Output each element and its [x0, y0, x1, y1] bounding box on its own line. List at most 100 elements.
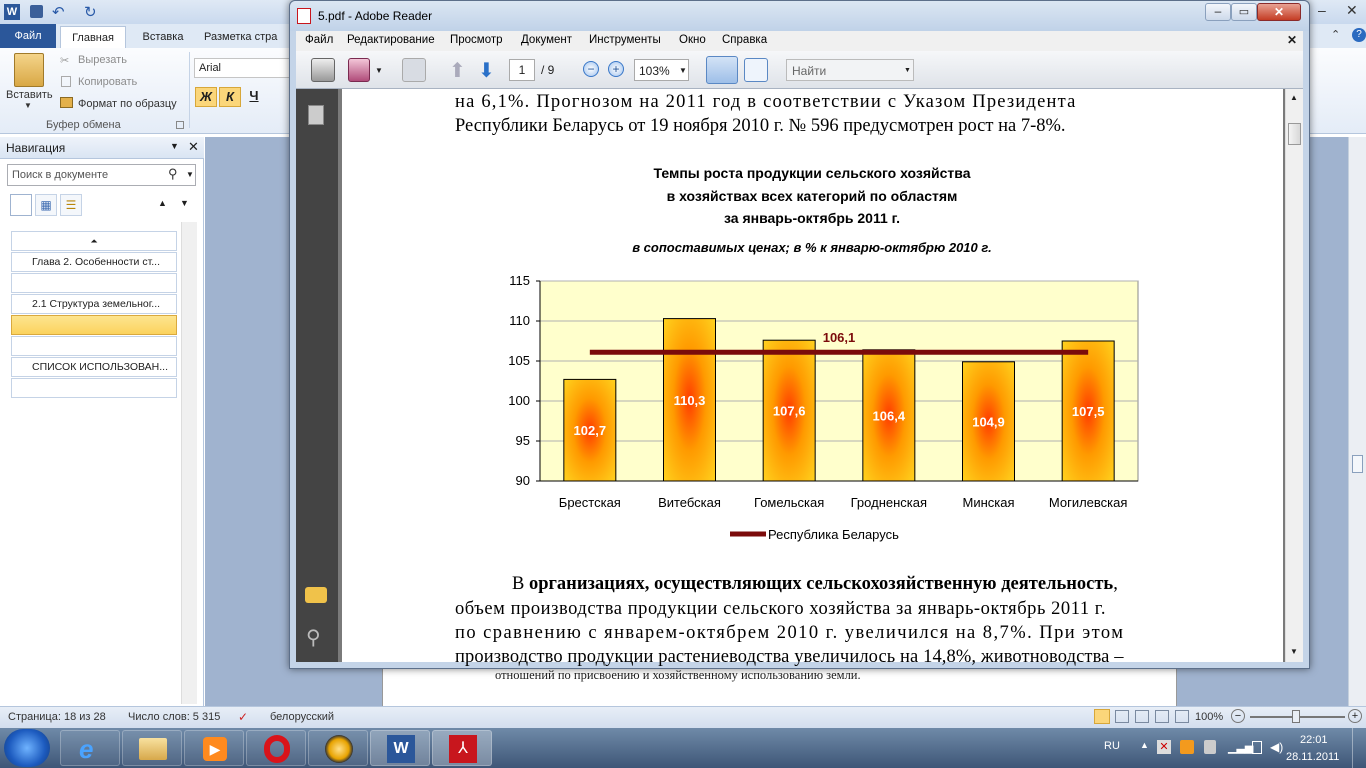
zoom-out-icon[interactable]: − — [1231, 709, 1245, 723]
taskbar-aimp-button[interactable] — [308, 730, 368, 766]
print-icon[interactable] — [311, 58, 335, 82]
help-icon[interactable]: ? — [1352, 28, 1366, 42]
format-painter-button[interactable]: Формат по образцу — [78, 98, 177, 110]
reader-scroll-thumb[interactable] — [1288, 123, 1301, 145]
web-view-icon[interactable] — [1135, 710, 1149, 723]
nav-close-icon[interactable]: ✕ — [188, 139, 199, 154]
nav-prev-icon[interactable]: ▲ — [158, 198, 167, 208]
save-icon[interactable] — [30, 5, 43, 18]
zoom-in-button[interactable]: + — [608, 61, 624, 77]
paste-icon[interactable] — [14, 53, 44, 87]
search-icon[interactable]: ⚲ — [168, 166, 178, 181]
menu-help[interactable]: Справка — [722, 34, 768, 46]
tab-home[interactable]: Главная — [60, 26, 126, 48]
status-page[interactable]: Страница: 18 из 28 — [8, 711, 106, 723]
copy-button[interactable]: Копировать — [78, 76, 138, 88]
nav-collapse-item[interactable]: ⏶ — [11, 231, 177, 251]
comments-panel-icon[interactable] — [305, 587, 327, 603]
reader-scroll-down-icon[interactable]: ▼ — [1290, 647, 1298, 656]
ribbon-collapse-icon[interactable]: ⌃ — [1331, 29, 1341, 41]
page-number-input[interactable]: 1 — [509, 59, 535, 81]
status-words[interactable]: Число слов: 5 315 — [128, 711, 221, 723]
nav-next-icon[interactable]: ▼ — [180, 198, 189, 208]
pages-panel-icon[interactable] — [308, 105, 324, 125]
pdf-file-icon[interactable] — [297, 8, 311, 24]
nav-search-input[interactable]: Поиск в документе ⚲ ▼ — [7, 164, 196, 186]
nav-scrollbar[interactable] — [181, 222, 197, 704]
reader-scrollbar[interactable]: ▲ ▼ — [1285, 89, 1303, 662]
reader-maximize-button[interactable]: ▭ — [1231, 3, 1257, 21]
word-app-icon[interactable]: W — [4, 4, 20, 20]
tray-pause-icon[interactable] — [1180, 740, 1194, 754]
italic-button[interactable]: К — [219, 87, 241, 107]
undo-icon[interactable]: ↶ — [52, 4, 65, 21]
document-scrollbar[interactable] — [1348, 137, 1366, 706]
tray-volume-icon[interactable]: ◀) — [1270, 740, 1284, 754]
tray-device-icon[interactable] — [1204, 740, 1216, 754]
nav-headings-tab[interactable] — [10, 194, 32, 216]
taskbar-word-button[interactable]: W — [370, 730, 430, 766]
font-name-field[interactable]: Arial — [194, 58, 290, 78]
draft-view-icon[interactable] — [1175, 710, 1189, 723]
paste-button[interactable]: Вставить — [6, 89, 53, 101]
bold-button[interactable]: Ж — [195, 87, 217, 107]
tray-time[interactable]: 22:01 — [1300, 734, 1328, 746]
clipboard-launcher-icon[interactable] — [176, 121, 184, 129]
share-dropdown-icon[interactable]: ▼ — [375, 66, 383, 75]
zoom-out-button[interactable]: − — [583, 61, 599, 77]
outline-view-icon[interactable] — [1155, 710, 1169, 723]
menu-close-doc-icon[interactable]: ✕ — [1287, 33, 1298, 47]
start-button[interactable] — [4, 729, 50, 767]
underline-button[interactable]: Ч — [249, 88, 259, 103]
taskbar-media-button[interactable]: ▶ — [184, 730, 244, 766]
next-page-icon[interactable]: ⬇ — [478, 60, 495, 82]
nav-options-icon[interactable]: ▼ — [170, 141, 179, 151]
minimize-icon[interactable]: – — [1318, 2, 1326, 18]
close-icon[interactable]: ✕ — [1346, 2, 1358, 18]
tab-layout[interactable]: Разметка стра — [204, 31, 278, 43]
scroll-mode-icon[interactable] — [706, 56, 738, 84]
proofing-icon[interactable]: ✓ — [238, 710, 249, 724]
prev-page-icon[interactable]: ⬆ — [449, 60, 466, 82]
nav-results-tab[interactable]: ☰ — [60, 194, 82, 216]
show-desktop-button[interactable] — [1352, 728, 1366, 768]
scroll-thumb[interactable] — [1352, 455, 1363, 473]
tray-power-icon[interactable] — [1252, 741, 1262, 754]
nav-heading-item-empty[interactable] — [11, 336, 177, 356]
find-input[interactable]: Найти ▼ — [786, 59, 914, 81]
taskbar-opera-button[interactable] — [246, 730, 306, 766]
menu-edit[interactable]: Редактирование — [347, 34, 435, 46]
status-language[interactable]: белорусский — [270, 711, 335, 723]
tab-insert[interactable]: Вставка — [142, 31, 184, 43]
tray-show-hidden-icon[interactable]: ▲ — [1140, 740, 1149, 750]
redo-icon[interactable]: ↻ — [84, 4, 97, 21]
zoom-slider-thumb[interactable] — [1292, 710, 1300, 723]
nav-pages-tab[interactable]: ▦ — [35, 194, 57, 216]
reader-scroll-up-icon[interactable]: ▲ — [1290, 93, 1298, 102]
tray-language[interactable]: RU — [1104, 740, 1120, 752]
zoom-level[interactable]: 100% — [1195, 711, 1224, 723]
menu-tools[interactable]: Инструменты — [589, 34, 661, 46]
reader-minimize-button[interactable]: – — [1205, 3, 1231, 21]
zoom-in-icon[interactable]: + — [1348, 709, 1362, 723]
reader-close-button[interactable]: ✕ — [1257, 3, 1301, 21]
tray-date[interactable]: 28.11.2011 — [1286, 751, 1340, 763]
menu-window[interactable]: Окно — [679, 34, 706, 46]
paste-dropdown-icon[interactable]: ▼ — [24, 101, 32, 110]
taskbar-explorer-button[interactable] — [122, 730, 182, 766]
nav-heading-item-empty[interactable] — [11, 273, 177, 293]
nav-heading-item[interactable]: СПИСОК ИСПОЛЬЗОВАН... — [11, 357, 177, 377]
tab-file[interactable]: Файл — [0, 24, 56, 48]
menu-file[interactable]: Файл — [305, 34, 334, 46]
reading-view-icon[interactable] — [1115, 710, 1129, 723]
nav-heading-item-empty[interactable] — [11, 378, 177, 398]
taskbar-reader-button[interactable]: ⅄ — [432, 730, 492, 766]
menu-document[interactable]: Документ — [521, 34, 573, 46]
share-icon[interactable] — [348, 58, 370, 82]
fit-page-icon[interactable] — [744, 58, 768, 82]
menu-view[interactable]: Просмотр — [450, 34, 503, 46]
tray-network-error-icon[interactable]: ✕ — [1157, 740, 1171, 754]
nav-heading-item[interactable]: 2.1 Структура земельног... — [11, 294, 177, 314]
zoom-select[interactable]: 103% ▼ — [634, 59, 689, 81]
tray-signal-icon[interactable]: ▁▃▅ — [1228, 742, 1254, 754]
